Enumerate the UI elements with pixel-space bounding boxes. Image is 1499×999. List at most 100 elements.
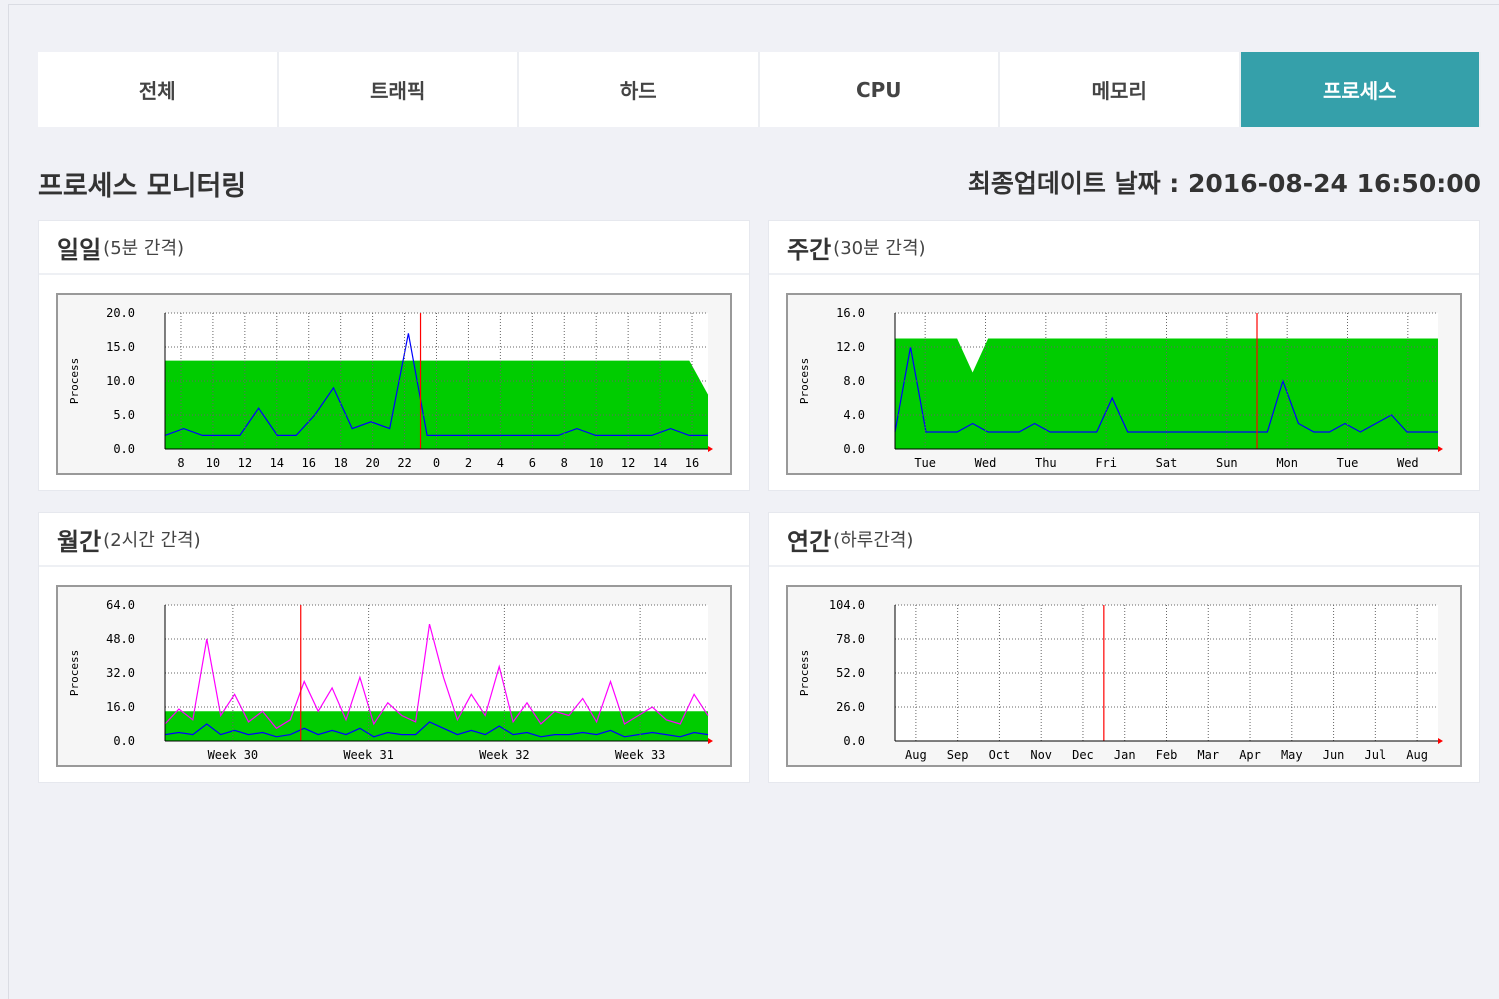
tab-bar: 전체 트래픽 하드 CPU 메모리 프로세스 bbox=[38, 52, 1481, 127]
x-tick-label: 18 bbox=[333, 456, 347, 470]
x-tick-label: 10 bbox=[206, 456, 220, 470]
x-tick-label: May bbox=[1281, 748, 1303, 762]
panel-interval: (30분 간격) bbox=[833, 238, 926, 259]
panel-header: 주간 (30분 간격) bbox=[769, 221, 1479, 275]
y-tick-label: 64.0 bbox=[106, 598, 135, 612]
x-tick-label: 14 bbox=[653, 456, 667, 470]
x-tick-label: Week 31 bbox=[343, 748, 394, 762]
y-tick-label: 12.0 bbox=[836, 340, 865, 354]
chart: 0.0 4.0 8.0 12.0 16.0 Tue Wed Thu Fri Sat Sun Mon Tu… bbox=[786, 293, 1462, 475]
x-tick-label: Sep bbox=[947, 748, 969, 762]
x-tick-label: Feb bbox=[1156, 748, 1178, 762]
x-tick-label: 0 bbox=[433, 456, 440, 470]
chart: 0.0 26.0 52.0 78.0 104.0 Aug Sep Oct Nov Dec Jan Fe… bbox=[786, 585, 1462, 767]
y-tick-label: 32.0 bbox=[106, 666, 135, 680]
x-tick-label: Thu bbox=[1035, 456, 1057, 470]
x-tick-label: Mon bbox=[1276, 456, 1298, 470]
chart-panel: 주간 (30분 간격) 0.0 4.0 8.0 12.0 16.0 Tue Wed Thu Fri S… bbox=[768, 220, 1480, 491]
y-tick-label: 15.0 bbox=[106, 340, 135, 354]
chart-panel: 월간 (2시간 간격) 0.0 16.0 32.0 48.0 64.0 Week 30 Week… bbox=[38, 512, 750, 783]
x-tick-label: 6 bbox=[529, 456, 536, 470]
y-axis-label: Process bbox=[798, 650, 811, 696]
x-tick-label: Jan bbox=[1114, 748, 1136, 762]
y-tick-label: 16.0 bbox=[106, 700, 135, 714]
x-tick-label: 2 bbox=[465, 456, 472, 470]
update-info: 최종업데이트 날짜 : 2016-08-24 16:50:00 bbox=[968, 164, 1481, 200]
area-series bbox=[895, 338, 1438, 449]
axis-arrow bbox=[708, 738, 713, 744]
x-tick-label: Tue bbox=[914, 456, 936, 470]
axis-arrow bbox=[1438, 738, 1443, 744]
y-axis-label: Process bbox=[68, 358, 81, 404]
y-tick-label: 26.0 bbox=[836, 700, 865, 714]
x-tick-label: Oct bbox=[989, 748, 1011, 762]
x-tick-label: Nov bbox=[1030, 748, 1052, 762]
panel-interval: (하루간격) bbox=[833, 530, 914, 551]
panel-title: 연간 bbox=[787, 527, 832, 556]
panel-title: 월간 bbox=[57, 527, 102, 556]
panel-interval: (2시간 간격) bbox=[103, 530, 201, 551]
panel-title: 주간 bbox=[787, 235, 832, 264]
update-value: 2016-08-24 16:50:00 bbox=[1188, 169, 1481, 198]
line-series bbox=[164, 623, 709, 730]
x-tick-label: Aug bbox=[905, 748, 927, 762]
tab[interactable]: 하드 bbox=[519, 52, 760, 127]
x-tick-label: 8 bbox=[177, 456, 184, 470]
x-tick-label: Sat bbox=[1156, 456, 1178, 470]
tab[interactable]: 프로세스 bbox=[1240, 52, 1481, 127]
x-tick-label: Jul bbox=[1365, 748, 1387, 762]
x-tick-label: 20 bbox=[365, 456, 379, 470]
x-tick-label: Week 30 bbox=[208, 748, 259, 762]
line-series bbox=[164, 721, 709, 738]
chart-panel: 연간 (하루간격) 0.0 26.0 52.0 78.0 104.0 Aug Sep Oct Nov… bbox=[768, 512, 1480, 783]
x-tick-label: 12 bbox=[238, 456, 252, 470]
chart-panel: 일일 (5분 간격) 0.0 5.0 10.0 15.0 20.0 8 10 12 14 16 18 20… bbox=[38, 220, 750, 491]
y-tick-label: 0.0 bbox=[843, 442, 865, 456]
x-tick-label: Tue bbox=[1337, 456, 1359, 470]
y-tick-label: 20.0 bbox=[106, 306, 135, 320]
tab[interactable]: 전체 bbox=[38, 52, 279, 127]
x-tick-label: 14 bbox=[270, 456, 284, 470]
x-tick-label: Jun bbox=[1323, 748, 1345, 762]
area-series bbox=[165, 360, 708, 449]
x-tick-label: 12 bbox=[621, 456, 635, 470]
x-tick-label: Wed bbox=[975, 456, 997, 470]
chart: 0.0 5.0 10.0 15.0 20.0 8 10 12 14 16 18 20 22 0 2 4 6 8 10… bbox=[56, 293, 732, 475]
chart: 0.0 16.0 32.0 48.0 64.0 Week 30 Week 31 Week 32… bbox=[56, 585, 732, 767]
panel-header: 일일 (5분 간격) bbox=[39, 221, 749, 275]
y-tick-label: 0.0 bbox=[113, 734, 135, 748]
x-tick-label: Wed bbox=[1397, 456, 1419, 470]
x-tick-label: Fri bbox=[1095, 456, 1117, 470]
frame bbox=[8, 4, 1499, 999]
x-tick-label: 16 bbox=[685, 456, 699, 470]
tab[interactable]: 메모리 bbox=[1000, 52, 1241, 127]
x-tick-label: 22 bbox=[397, 456, 411, 470]
update-label: 최종업데이트 날짜 : bbox=[967, 169, 1180, 198]
x-tick-label: Sun bbox=[1216, 456, 1238, 470]
y-axis-label: Process bbox=[68, 650, 81, 696]
panel-header: 월간 (2시간 간격) bbox=[39, 513, 749, 567]
x-tick-label: Mar bbox=[1197, 748, 1219, 762]
x-tick-label: Aug bbox=[1406, 748, 1428, 762]
panel-interval: (5분 간격) bbox=[103, 238, 185, 259]
tab[interactable]: 트래픽 bbox=[278, 52, 519, 127]
page-title: 프로세스 모니터링 bbox=[38, 171, 247, 202]
panel-header: 연간 (하루간격) bbox=[769, 513, 1479, 567]
y-tick-label: 4.0 bbox=[843, 408, 865, 422]
tab[interactable]: CPU bbox=[759, 52, 1000, 127]
y-tick-label: 78.0 bbox=[836, 632, 865, 646]
y-tick-label: 16.0 bbox=[836, 306, 865, 320]
axis-arrow bbox=[708, 446, 713, 452]
y-tick-label: 10.0 bbox=[106, 374, 135, 388]
x-tick-label: Week 32 bbox=[479, 748, 530, 762]
y-tick-label: 0.0 bbox=[113, 442, 135, 456]
x-tick-label: 8 bbox=[561, 456, 568, 470]
y-tick-label: 5.0 bbox=[113, 408, 135, 422]
x-tick-label: 16 bbox=[302, 456, 316, 470]
y-tick-label: 104.0 bbox=[829, 598, 865, 612]
axis-arrow bbox=[1438, 446, 1443, 452]
panel-title: 일일 bbox=[57, 235, 102, 264]
x-tick-label: Week 33 bbox=[615, 748, 666, 762]
y-tick-label: 0.0 bbox=[843, 734, 865, 748]
